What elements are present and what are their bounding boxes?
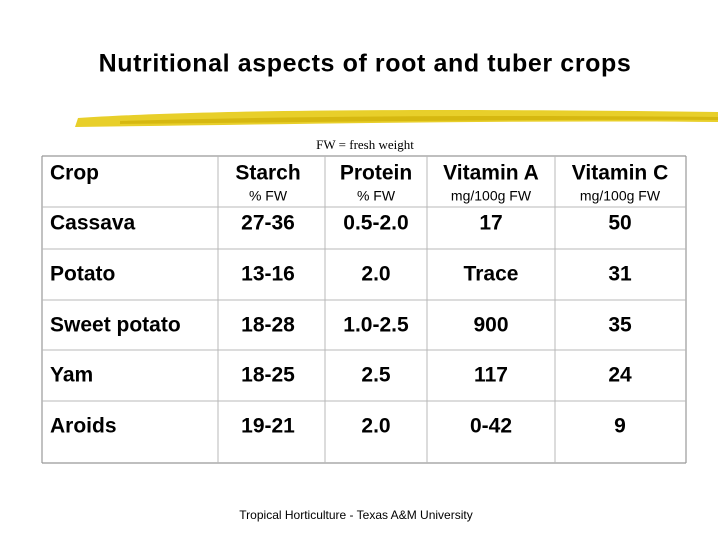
table-cell: 2.5	[361, 364, 391, 387]
crop-name: Potato	[50, 263, 115, 286]
table-cell: 0-42	[470, 415, 512, 438]
column-header: Starch	[235, 162, 300, 185]
footer: Tropical Horticulture - Texas A&M Univer…	[239, 508, 472, 522]
crop-name: Cassava	[50, 212, 136, 235]
crop-name: Aroids	[50, 415, 117, 438]
table-cell: 18-25	[241, 364, 295, 387]
crop-name: Yam	[50, 364, 93, 387]
slide-title: Nutritional aspects of root and tuber cr…	[99, 50, 632, 78]
table-cell: 13-16	[241, 263, 295, 286]
table-cell: 19-21	[241, 415, 295, 438]
column-unit: mg/100g FW	[580, 188, 661, 204]
column-header: Vitamin C	[572, 162, 668, 185]
column-unit: % FW	[249, 188, 288, 204]
column-header: Crop	[50, 162, 99, 185]
table-cell: 2.0	[361, 263, 390, 286]
table-cell: 18-28	[241, 314, 295, 337]
table-cell: 24	[608, 364, 632, 387]
table-cell: 27-36	[241, 212, 295, 235]
table-cell: 31	[608, 263, 632, 286]
table-cell: 9	[614, 415, 626, 438]
table-grid	[41, 155, 687, 464]
table-cell: 1.0-2.5	[343, 314, 409, 337]
table-cell: 900	[473, 314, 508, 337]
table-cell: 50	[608, 212, 631, 235]
column-unit: % FW	[357, 188, 396, 204]
table-cell: Trace	[464, 263, 519, 286]
column-header: Vitamin A	[443, 162, 539, 185]
title-underline-shade	[120, 116, 718, 124]
table-cell: 117	[474, 364, 508, 387]
crop-name: Sweet potato	[50, 314, 181, 337]
table-cell: 35	[608, 314, 632, 337]
table-cell: 17	[479, 212, 502, 235]
column-header: Protein	[340, 162, 412, 185]
table-cell: 2.0	[361, 415, 390, 438]
note: FW = fresh weight	[316, 137, 414, 152]
column-unit: mg/100g FW	[451, 188, 532, 204]
table-cell: 0.5-2.0	[343, 212, 408, 235]
